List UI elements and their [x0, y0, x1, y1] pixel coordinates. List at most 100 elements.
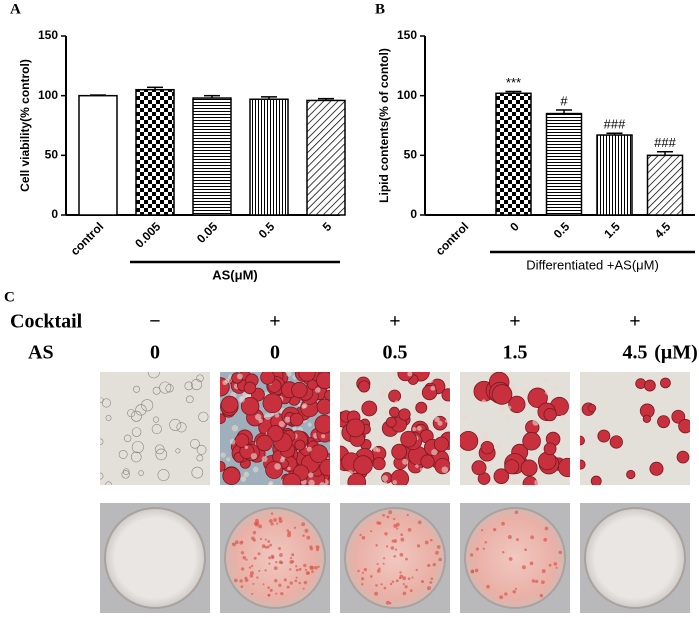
- lipid-droplet: [491, 384, 513, 405]
- droplet-center: [417, 392, 423, 399]
- droplet-center: [430, 385, 436, 391]
- dish-speck: [386, 515, 390, 519]
- droplet-center: [445, 419, 449, 423]
- lipid-droplet: [309, 444, 329, 464]
- y-tick-label: 50: [45, 148, 59, 162]
- dish-speck: [543, 537, 548, 542]
- dish-speck: [508, 557, 513, 561]
- cell-outline: [123, 434, 132, 443]
- cell-outline: [191, 466, 204, 479]
- micrograph-bg: [100, 372, 210, 485]
- droplet-center: [344, 471, 349, 476]
- cell-outline: [131, 427, 142, 437]
- droplet-center: [371, 416, 379, 423]
- lipid-droplet: [433, 436, 450, 452]
- dish-speck: [302, 587, 305, 590]
- dish-speck: [245, 558, 248, 561]
- droplet-center: [384, 411, 389, 417]
- dish-speck: [555, 566, 558, 569]
- cell-outline: [190, 438, 200, 449]
- condition-label: −: [149, 311, 160, 333]
- dish-speck: [249, 571, 254, 576]
- dish-speck: [240, 567, 245, 571]
- bar: [646, 154, 684, 216]
- dish-speck: [534, 579, 539, 584]
- dish-speck: [380, 583, 383, 586]
- dish-speck: [234, 540, 239, 545]
- droplet-center: [427, 376, 434, 384]
- lipid-droplet: [580, 435, 585, 446]
- cell-outline: [190, 378, 203, 391]
- dish-speck: [289, 560, 294, 564]
- dish-speck: [234, 578, 238, 583]
- dish-speck: [295, 576, 298, 579]
- dish-speck: [280, 591, 284, 596]
- micrograph: [100, 372, 210, 485]
- cell-outline: [154, 444, 165, 455]
- droplet-center: [522, 389, 530, 396]
- y-axis-label: Lipid contents(% of contol): [377, 48, 391, 203]
- y-tick-label: 100: [38, 88, 58, 102]
- dish-speck: [514, 587, 518, 590]
- droplet-center: [385, 455, 391, 461]
- dish-speck: [273, 566, 278, 571]
- condition-label: +: [629, 311, 640, 333]
- lipid-droplet: [267, 425, 284, 442]
- dish-speck: [283, 578, 287, 582]
- cell-outline: [105, 415, 112, 421]
- cell-outline: [198, 411, 209, 422]
- lipid-droplet: [282, 472, 302, 485]
- droplet-center: [437, 420, 443, 426]
- dish-speck: [298, 581, 301, 585]
- dish-speck: [317, 565, 320, 568]
- cell-outline: [141, 399, 154, 412]
- dish-speck: [305, 571, 310, 575]
- lipid-droplet: [537, 451, 557, 471]
- x-tick-label: 0.5: [551, 219, 573, 241]
- dish-speck: [361, 571, 364, 574]
- dish-speck: [270, 522, 274, 526]
- dish-speck: [253, 556, 257, 560]
- lipid-droplet: [643, 379, 656, 392]
- droplet-center: [278, 420, 286, 428]
- droplet-center: [415, 464, 419, 468]
- droplet-center: [534, 479, 542, 485]
- dish-speck: [415, 568, 418, 572]
- droplet-center: [441, 466, 449, 474]
- bar: [495, 92, 532, 216]
- droplet-center: [461, 414, 468, 421]
- dish-speck: [278, 553, 283, 557]
- dish-speck: [374, 591, 379, 596]
- cells: [460, 372, 570, 485]
- dish-speck: [315, 545, 318, 548]
- dish-speck: [301, 522, 306, 527]
- lipid-droplet: [508, 395, 526, 413]
- droplet-center: [507, 405, 512, 410]
- droplet-center: [308, 472, 314, 478]
- significance-label: ***: [506, 75, 521, 90]
- dish-speck: [253, 521, 258, 526]
- lipid-droplet: [626, 469, 636, 480]
- lipid-droplet: [294, 439, 306, 451]
- dish-speck: [521, 565, 526, 570]
- dish-speck: [286, 585, 290, 589]
- droplet-center: [376, 448, 381, 453]
- cell-outline: [100, 472, 104, 480]
- dish-speck: [504, 592, 508, 596]
- lipid-droplet: [415, 401, 428, 414]
- dish-speck: [400, 537, 405, 542]
- dish-speck: [306, 535, 311, 540]
- dish-speck: [279, 561, 284, 565]
- dish-speck: [529, 561, 534, 566]
- droplet-center: [416, 425, 422, 431]
- dish-speck: [273, 518, 277, 522]
- dish-speck: [376, 563, 379, 566]
- lipid-droplet: [298, 372, 316, 382]
- droplet-center: [270, 412, 275, 417]
- dish-speck: [278, 547, 281, 550]
- group-label: Differentiated +AS(μM): [526, 257, 659, 272]
- dish-speck: [370, 575, 373, 578]
- dish-speck: [382, 562, 385, 565]
- dish-speck: [271, 555, 275, 559]
- dish-speck: [275, 560, 278, 564]
